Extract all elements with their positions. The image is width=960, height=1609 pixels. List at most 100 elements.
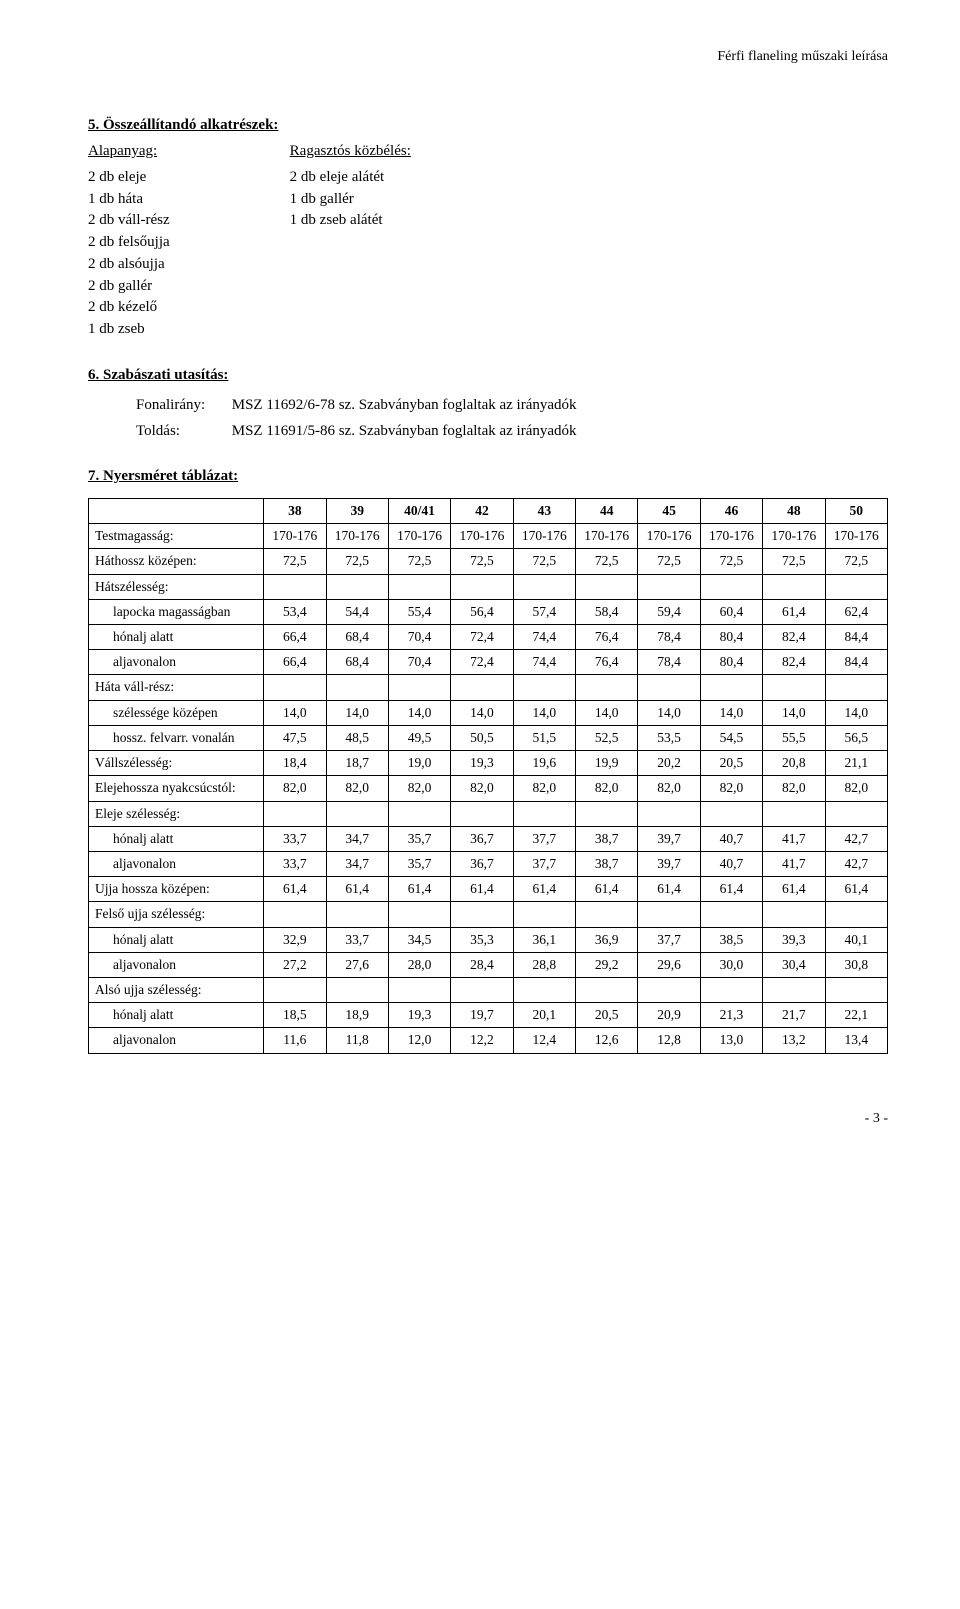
table-cell: 60,4	[700, 599, 762, 624]
table-cell: 76,4	[576, 624, 638, 649]
table-cell: 37,7	[513, 851, 575, 876]
table-cell: 61,4	[388, 877, 450, 902]
table-cell: 37,7	[513, 826, 575, 851]
table-cell-empty	[513, 978, 575, 1003]
table-cell: 21,1	[825, 751, 888, 776]
table-row-label: lapocka magasságban	[89, 599, 264, 624]
table-cell: 14,0	[700, 700, 762, 725]
table-cell: 80,4	[700, 650, 762, 675]
table-cell: 12,6	[576, 1028, 638, 1053]
table-cell-empty	[763, 978, 825, 1003]
table-cell: 61,4	[576, 877, 638, 902]
table-cell-empty	[763, 801, 825, 826]
table-cell-empty	[576, 902, 638, 927]
table-row-label: Elejehossza nyakcsúcstól:	[89, 776, 264, 801]
parts-right-col: Ragasztós közbélés: 2 db eleje alátét1 d…	[290, 141, 411, 341]
table-cell: 61,4	[326, 877, 388, 902]
table-cell-empty	[513, 801, 575, 826]
table-cell: 84,4	[825, 650, 888, 675]
table-cell: 13,4	[825, 1028, 888, 1053]
height-cell: 170-176	[763, 524, 825, 549]
table-cell: 33,7	[264, 826, 326, 851]
table-cell: 80,4	[700, 624, 762, 649]
table-cell-empty	[763, 675, 825, 700]
size-header: 44	[576, 498, 638, 523]
table-cell: 33,7	[326, 927, 388, 952]
table-row-label: hónalj alatt	[89, 826, 264, 851]
table-cell: 51,5	[513, 725, 575, 750]
table-cell: 66,4	[264, 650, 326, 675]
table-cell: 82,0	[700, 776, 762, 801]
height-row-label: Testmagasság:	[89, 524, 264, 549]
table-cell-empty	[326, 574, 388, 599]
table-cell: 13,2	[763, 1028, 825, 1053]
table-cell: 37,7	[638, 927, 700, 952]
table-cell: 82,0	[326, 776, 388, 801]
table-cell-empty	[451, 902, 513, 927]
table-cell: 11,8	[326, 1028, 388, 1053]
height-cell: 170-176	[700, 524, 762, 549]
table-cell-empty	[513, 902, 575, 927]
table-cell: 41,7	[763, 851, 825, 876]
table-cell-empty	[763, 574, 825, 599]
table-cell: 40,7	[700, 851, 762, 876]
parts-right-head: Ragasztós közbélés:	[290, 141, 411, 163]
table-cell: 14,0	[576, 700, 638, 725]
table-cell: 62,4	[825, 599, 888, 624]
table-cell: 39,3	[763, 927, 825, 952]
table-cell: 72,5	[763, 549, 825, 574]
parts-right-item: 2 db eleje alátét	[290, 167, 411, 189]
table-cell: 14,0	[264, 700, 326, 725]
table-cell-empty	[451, 801, 513, 826]
table-cell: 61,4	[451, 877, 513, 902]
table-cell: 72,5	[576, 549, 638, 574]
parts-left-item: 1 db háta	[88, 189, 170, 211]
table-cell: 39,7	[638, 851, 700, 876]
table-cell: 19,3	[451, 751, 513, 776]
size-header: 39	[326, 498, 388, 523]
table-cell: 82,4	[763, 624, 825, 649]
section5-title: 5. Összeállítandó alkatrészek:	[88, 115, 888, 135]
table-cell-empty	[638, 801, 700, 826]
parts-left-col: Alapanyag: 2 db eleje1 db háta2 db váll-…	[88, 141, 170, 341]
table-cell: 70,4	[388, 624, 450, 649]
table-cell-empty	[264, 675, 326, 700]
height-cell: 170-176	[825, 524, 888, 549]
table-cell: 49,5	[388, 725, 450, 750]
table-cell: 35,7	[388, 851, 450, 876]
table-cell-empty	[388, 675, 450, 700]
parts-right-item: 1 db zseb alátét	[290, 210, 411, 232]
table-cell: 72,5	[388, 549, 450, 574]
parts-right-item: 1 db gallér	[290, 189, 411, 211]
table-cell: 72,5	[451, 549, 513, 574]
toldas-text: MSZ 11691/5-86 sz. Szabványban foglaltak…	[232, 423, 577, 439]
table-row-label: hónalj alatt	[89, 1003, 264, 1028]
toldas-label: Toldás:	[136, 421, 228, 441]
table-cell: 41,7	[763, 826, 825, 851]
table-cell: 32,9	[264, 927, 326, 952]
table-cell: 82,0	[825, 776, 888, 801]
table-cell-empty	[576, 801, 638, 826]
table-cell-empty	[700, 978, 762, 1003]
table-cell: 57,4	[513, 599, 575, 624]
table-cell: 82,0	[264, 776, 326, 801]
table-cell: 27,6	[326, 952, 388, 977]
table-cell-empty	[700, 801, 762, 826]
table-cell: 14,0	[513, 700, 575, 725]
table-cell: 61,4	[638, 877, 700, 902]
table-cell: 30,0	[700, 952, 762, 977]
parts-left-item: 2 db váll-rész	[88, 210, 170, 232]
table-cell: 61,4	[264, 877, 326, 902]
table-cell: 18,7	[326, 751, 388, 776]
table-cell: 35,3	[451, 927, 513, 952]
table-cell: 38,7	[576, 826, 638, 851]
table-cell: 61,4	[763, 877, 825, 902]
table-cell: 21,3	[700, 1003, 762, 1028]
size-header: 45	[638, 498, 700, 523]
table-cell-empty	[388, 978, 450, 1003]
table-cell: 14,0	[451, 700, 513, 725]
table-cell: 72,5	[264, 549, 326, 574]
table-cell-empty	[451, 675, 513, 700]
table-cell: 72,5	[326, 549, 388, 574]
table-cell: 82,0	[513, 776, 575, 801]
